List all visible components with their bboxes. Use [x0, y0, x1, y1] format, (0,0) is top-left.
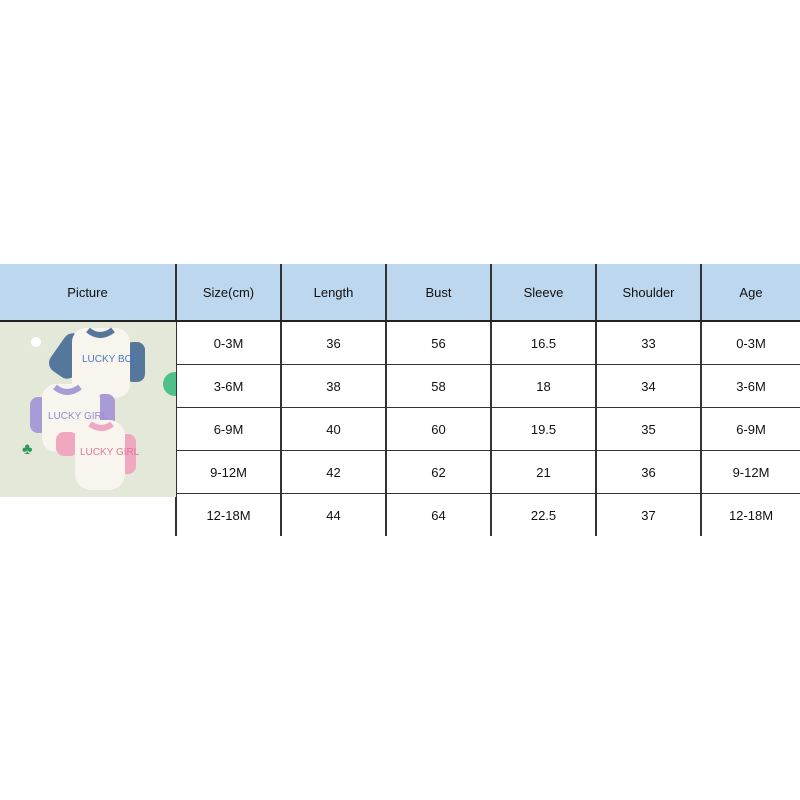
table-row: 9-12M 42 62 21 36 9-12M: [0, 450, 800, 494]
cell-length: 36: [280, 321, 386, 365]
cell-shoulder: 36: [595, 450, 701, 494]
table-row: 12-18M 44 64 22.5 37 12-18M: [0, 493, 800, 536]
cell-shoulder: 34: [595, 364, 701, 408]
product-picture: ♣ LUCKY BOY LUCKY GIRL LUCKY GIRL: [0, 321, 187, 536]
column-header-age: Age: [700, 264, 800, 322]
size-chart-table: Picture Size(cm) Length Bust Sleeve Shoulder A…: [0, 264, 800, 536]
column-header-length: Length: [280, 264, 386, 322]
column-header-sleeve: Sleeve: [490, 264, 596, 322]
svg-text:LUCKY BOY: LUCKY BOY: [82, 354, 139, 365]
cell-sleeve: 22.5: [490, 493, 596, 536]
cell-sizecm: 9-12M: [175, 450, 281, 494]
cell-shoulder: 33: [595, 321, 701, 365]
romper-pink: LUCKY GIRL: [56, 420, 140, 490]
cell-length: 44: [280, 493, 386, 536]
cell-sleeve: 16.5: [490, 321, 596, 365]
svg-text:LUCKY GIRL: LUCKY GIRL: [48, 411, 108, 422]
column-header-bust: Bust: [385, 264, 491, 322]
svg-text:LUCKY GIRL: LUCKY GIRL: [80, 447, 140, 458]
product-photo: ♣ LUCKY BOY LUCKY GIRL LUCKY GIRL: [0, 322, 187, 497]
cell-age: 6-9M: [700, 407, 800, 451]
cell-age: 12-18M: [700, 493, 800, 536]
cell-sizecm: 3-6M: [175, 364, 281, 408]
cell-length: 40: [280, 407, 386, 451]
cell-sizecm: 0-3M: [175, 321, 281, 365]
cell-bust: 62: [385, 450, 491, 494]
column-header-shoulder: Shoulder: [595, 264, 701, 322]
cell-length: 38: [280, 364, 386, 408]
table-row: 6-9M 40 60 19.5 35 6-9M: [0, 407, 800, 451]
table-row: 3-6M 38 58 18 34 3-6M: [0, 364, 800, 408]
header-row: Picture Size(cm) Length Bust Sleeve Shoulder A…: [0, 264, 800, 322]
cell-bust: 64: [385, 493, 491, 536]
romper-blue: LUCKY BOY: [49, 327, 145, 398]
cell-age: 9-12M: [700, 450, 800, 494]
cell-bust: 60: [385, 407, 491, 451]
cell-bust: 58: [385, 364, 491, 408]
cell-sizecm: 12-18M: [175, 493, 281, 536]
cell-age: 3-6M: [700, 364, 800, 408]
table-row: ♣ LUCKY BOY LUCKY GIRL LUCKY GIRL: [0, 321, 800, 497]
column-header-sizecm: Size(cm): [175, 264, 281, 322]
cell-sleeve: 18: [490, 364, 596, 408]
svg-text:♣: ♣: [22, 441, 33, 458]
cell-age: 0-3M: [700, 321, 800, 365]
cell-shoulder: 37: [595, 493, 701, 536]
cell-sizecm: 6-9M: [175, 407, 281, 451]
cell-sleeve: 21: [490, 450, 596, 494]
cell-length: 42: [280, 450, 386, 494]
cell-shoulder: 35: [595, 407, 701, 451]
cell-sleeve: 19.5: [490, 407, 596, 451]
column-header-picture: Picture: [0, 264, 176, 322]
cell-bust: 56: [385, 321, 491, 365]
